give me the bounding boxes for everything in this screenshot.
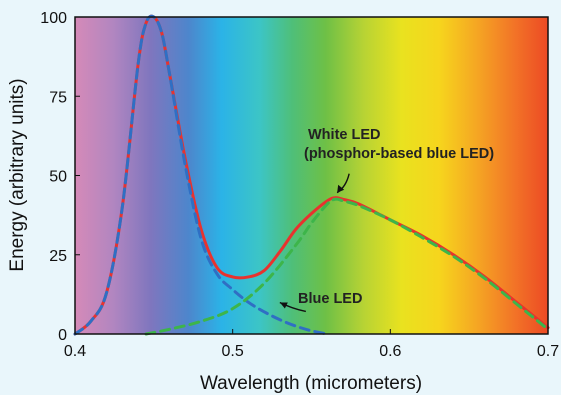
white-led-annotation-line2: (phosphor-based blue LED) — [304, 146, 494, 162]
phosphor-curve — [144, 197, 550, 336]
x-tick-label: 0.4 — [64, 343, 86, 360]
x-axis-title: Wavelength (micrometers) — [200, 373, 422, 394]
x-tick-label: 0.7 — [537, 343, 559, 360]
y-tick-label: 25 — [49, 248, 67, 265]
blue-led-curve — [73, 14, 329, 336]
y-tick-label: 100 — [40, 10, 67, 27]
y-axis-title: Energy (arbitrary units) — [7, 78, 28, 271]
spectrum-background — [75, 17, 548, 334]
y-tick-label: 50 — [49, 169, 67, 186]
white-led-annotation: White LED (phosphor-based blue LED) — [304, 127, 494, 162]
white-led-annotation-line1: White LED — [308, 127, 381, 143]
blue-led-annotation: Blue LED — [298, 291, 362, 307]
white-led-arrowhead — [337, 184, 345, 193]
x-tick-label: 0.6 — [379, 343, 401, 360]
x-tick-label: 0.5 — [222, 343, 244, 360]
y-tick-label: 75 — [49, 89, 67, 106]
y-tick-label: 0 — [58, 327, 67, 344]
blue-led-arrowhead — [279, 302, 288, 309]
